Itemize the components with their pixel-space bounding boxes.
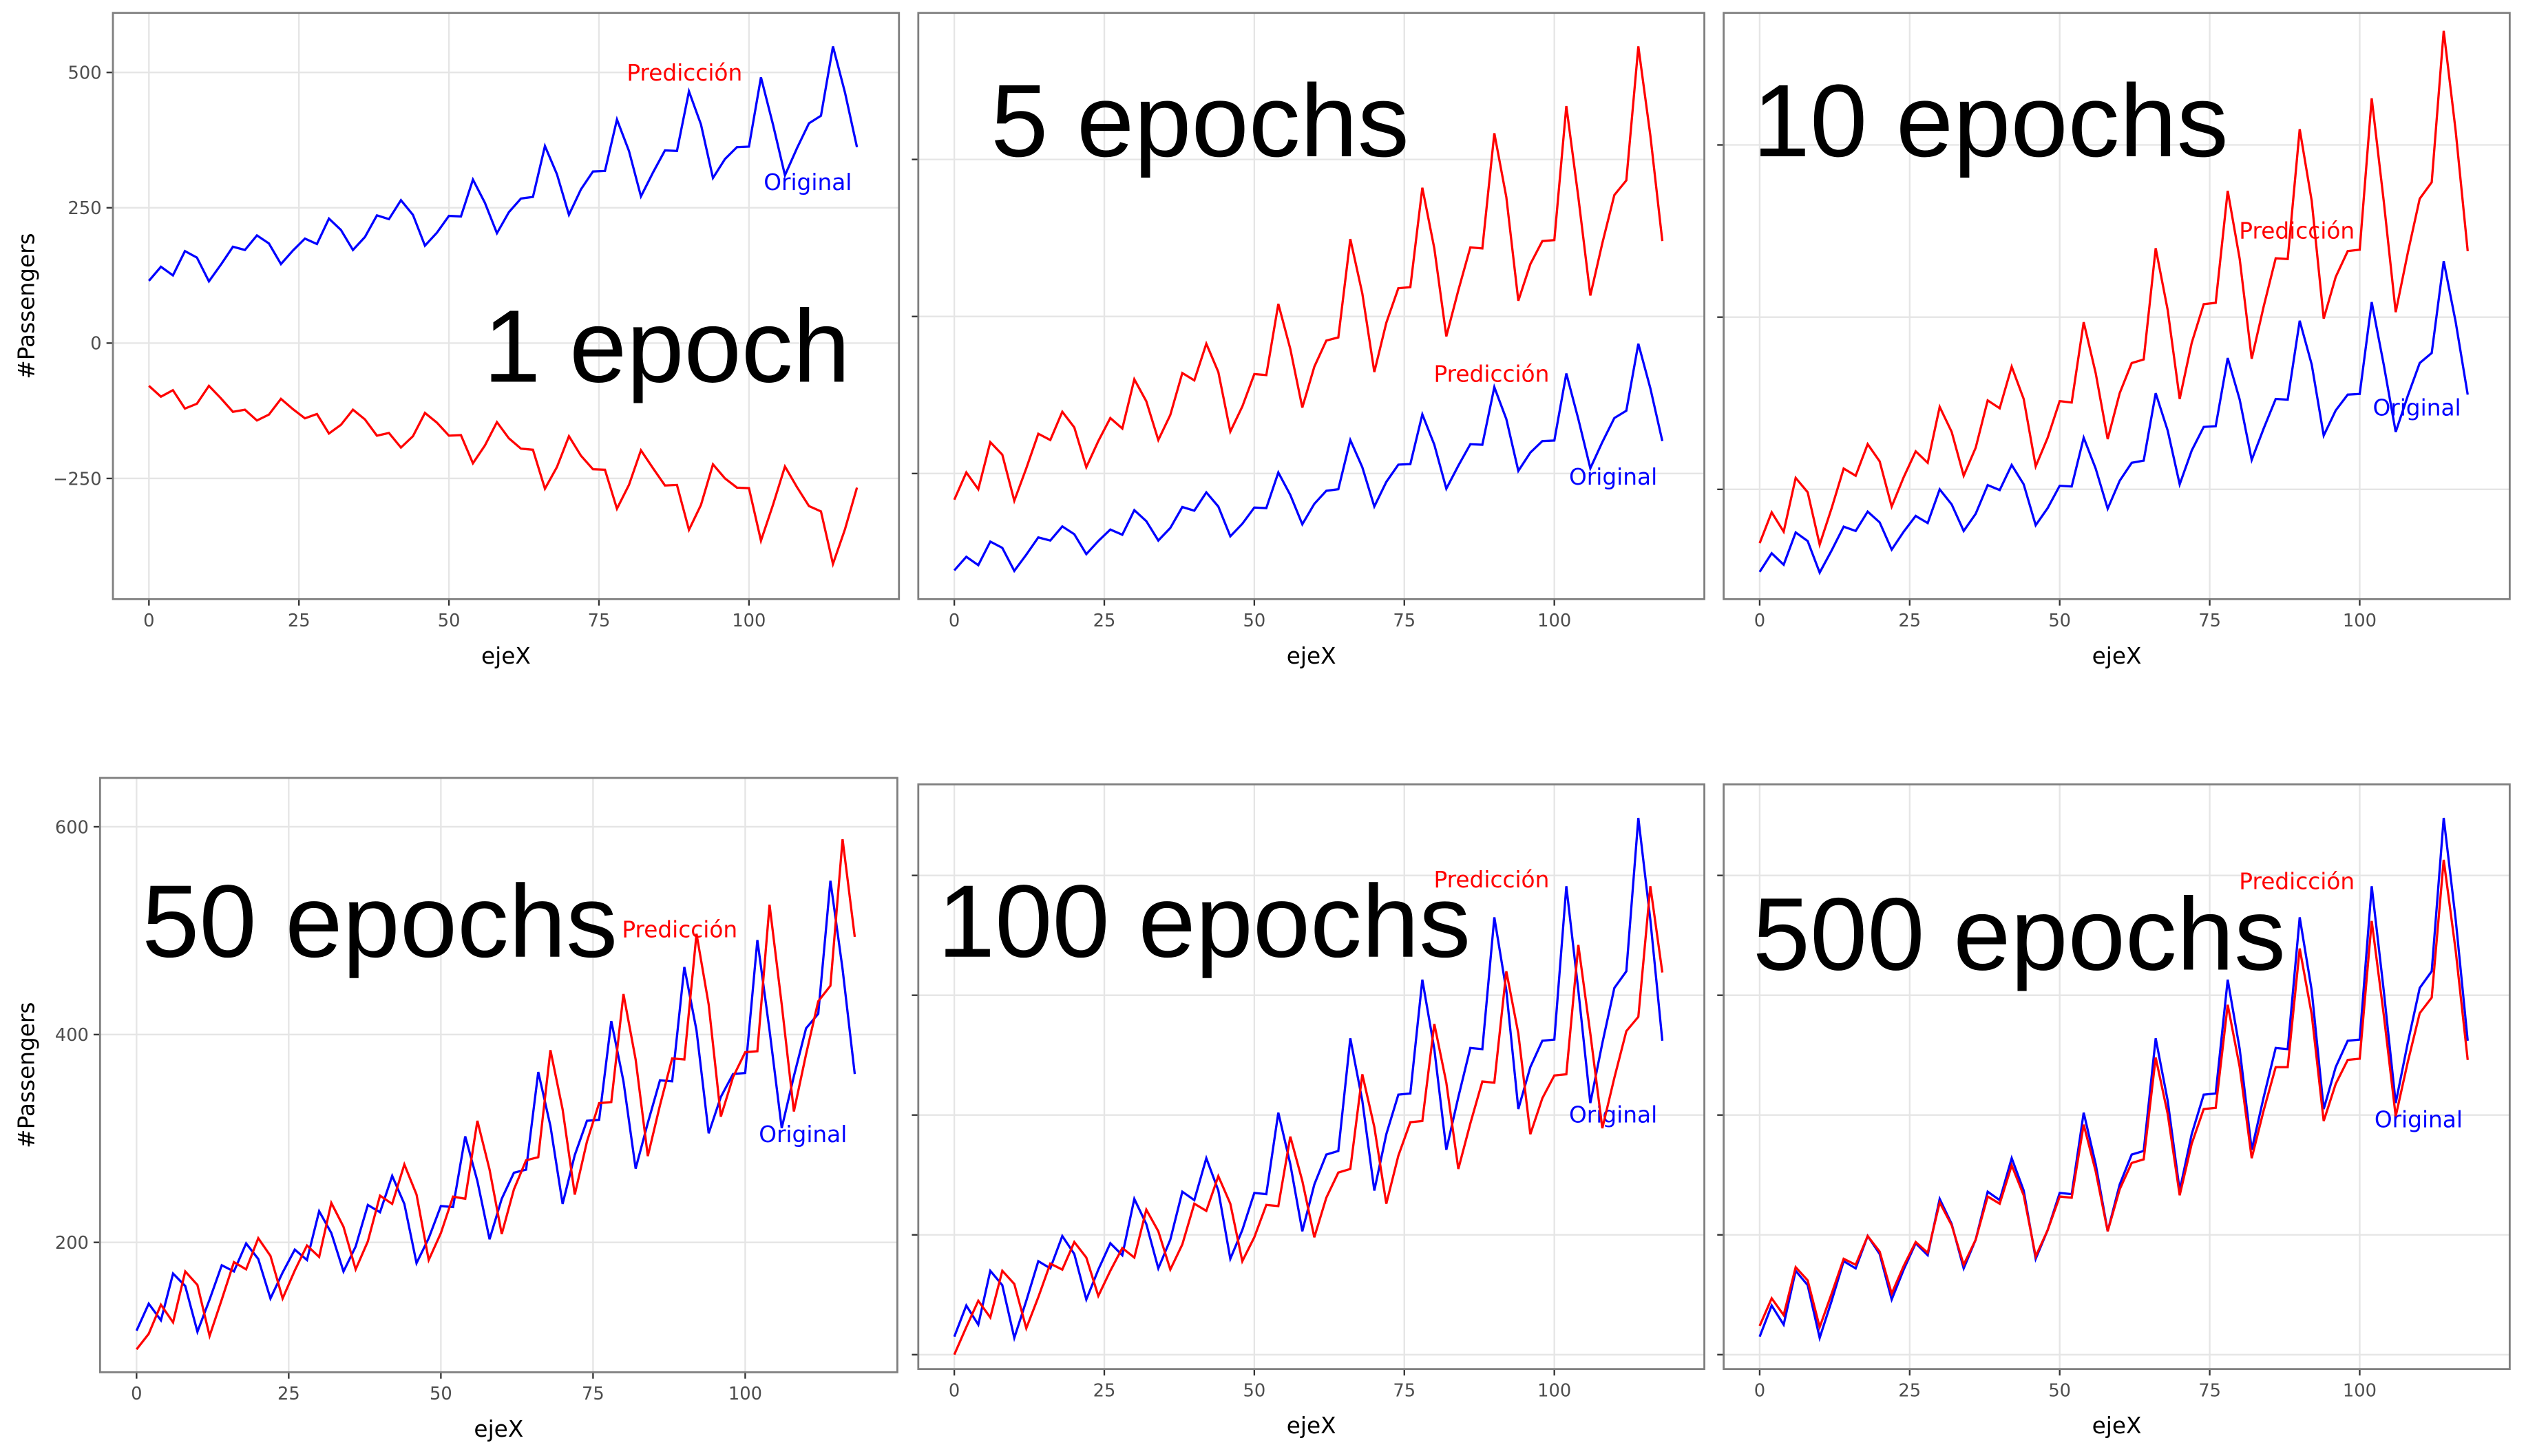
x-tick-label: 25	[1093, 1380, 1116, 1401]
x-tick-label: 100	[732, 611, 766, 631]
line-series	[148, 383, 859, 569]
panel-title: 100 epochs	[938, 863, 1471, 979]
x-tick-label: 0	[143, 611, 154, 631]
panel-border	[917, 783, 1705, 1371]
x-tick-label: 100	[1537, 1380, 1571, 1401]
x-tick-label: 0	[949, 1380, 960, 1401]
y-tick-label: 600	[55, 817, 89, 838]
y-tick-label: 500	[68, 63, 102, 84]
x-tick-label: 75	[588, 611, 611, 631]
x-tick-label: 100	[2343, 611, 2377, 631]
line-series	[953, 343, 1664, 573]
x-tick-label: 25	[1898, 1380, 1921, 1401]
panel-title: 500 epochs	[1753, 876, 2286, 991]
y-axis-label: #Passengers	[13, 233, 39, 379]
x-tick-label: 75	[582, 1384, 604, 1404]
x-tick-label: 75	[2198, 1380, 2221, 1401]
x-tick-label: 100	[728, 1384, 762, 1404]
x-tick-label: 100	[1537, 611, 1571, 631]
line-series	[148, 46, 859, 284]
x-tick-label: 50	[438, 611, 461, 631]
line-series	[953, 46, 1664, 505]
line-series	[1758, 261, 2469, 576]
series-label: Original	[1569, 1102, 1657, 1128]
line-series	[1758, 859, 2469, 1331]
series-label: Original	[1569, 464, 1657, 490]
x-tick-label: 75	[1393, 1380, 1415, 1401]
x-tick-label: 25	[1898, 611, 1921, 631]
line-series	[953, 886, 1664, 1355]
x-tick-label: 25	[1093, 611, 1116, 631]
x-tick-label: 75	[2198, 611, 2221, 631]
panel-border	[98, 777, 898, 1373]
series-label: Original	[764, 169, 852, 196]
series-label: Predicción	[2239, 868, 2355, 894]
x-tick-label: 25	[288, 611, 311, 631]
x-axis-label: ejeX	[481, 643, 531, 669]
panel-title: 10 epochs	[1753, 63, 2229, 178]
x-axis-label: ejeX	[1287, 1413, 1336, 1439]
panel-border	[112, 12, 901, 600]
x-tick-label: 50	[430, 1384, 452, 1404]
x-tick-label: 0	[949, 611, 960, 631]
series-label: Predicción	[1433, 867, 1549, 893]
x-tick-label: 50	[1243, 1380, 1266, 1401]
panel-title: 1 epoch	[483, 288, 850, 403]
y-tick-label: 200	[55, 1233, 89, 1254]
x-tick-label: 50	[2048, 611, 2071, 631]
x-axis-label: ejeX	[474, 1416, 523, 1442]
series-label: Predicción	[2239, 218, 2355, 244]
series-label: Predicción	[622, 917, 737, 943]
series-label: Predicción	[1433, 361, 1549, 387]
x-tick-label: 0	[131, 1384, 142, 1404]
panel-border	[917, 12, 1705, 600]
line-series	[136, 838, 856, 1351]
series-label: Original	[2372, 395, 2461, 421]
x-axis-label: ejeX	[2092, 643, 2142, 669]
series-label: Original	[759, 1121, 847, 1148]
series-label: Predicción	[627, 60, 742, 86]
y-tick-label: 250	[68, 198, 102, 219]
panel-title: 5 epochs	[991, 63, 1409, 178]
panel-border	[1723, 12, 2511, 600]
series-label: Original	[2375, 1107, 2463, 1133]
x-tick-label: 0	[1754, 1380, 1765, 1401]
y-tick-label: −250	[53, 469, 102, 489]
x-tick-label: 100	[2343, 1380, 2377, 1401]
x-tick-label: 50	[2048, 1380, 2071, 1401]
x-tick-label: 50	[1243, 611, 1266, 631]
x-axis-label: ejeX	[1287, 643, 1336, 669]
x-tick-label: 0	[1754, 611, 1765, 631]
y-axis-label: #Passengers	[13, 1002, 39, 1148]
panel-border	[1723, 783, 2511, 1371]
y-tick-label: 400	[55, 1025, 89, 1046]
panel-title: 50 epochs	[142, 863, 618, 979]
y-tick-label: 0	[90, 334, 101, 355]
x-tick-label: 25	[277, 1384, 300, 1404]
x-tick-label: 75	[1393, 611, 1415, 631]
line-series	[1758, 30, 2469, 549]
x-axis-label: ejeX	[2092, 1413, 2142, 1439]
